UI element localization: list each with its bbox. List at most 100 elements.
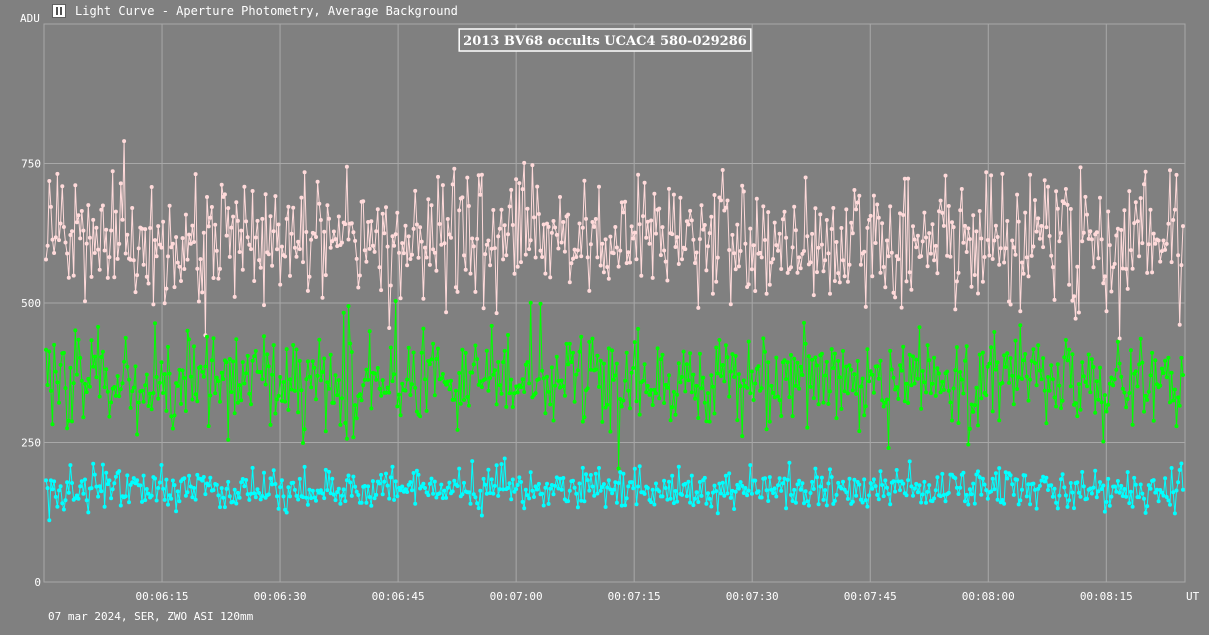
data-point — [935, 366, 940, 371]
data-point — [893, 489, 898, 494]
data-point — [632, 230, 637, 235]
data-point — [96, 494, 101, 499]
data-point — [1028, 377, 1033, 382]
data-point — [815, 270, 819, 275]
data-point — [1041, 474, 1046, 479]
data-point — [772, 220, 777, 225]
data-point — [247, 242, 252, 247]
data-point — [514, 177, 519, 182]
data-point — [896, 479, 901, 484]
data-point — [696, 416, 701, 420]
data-point — [819, 475, 824, 480]
data-point — [1137, 495, 1142, 500]
data-point — [980, 476, 985, 481]
data-point — [1020, 260, 1024, 265]
data-point — [57, 400, 61, 405]
data-point — [48, 388, 53, 393]
light-curve-app-icon[interactable] — [52, 4, 66, 18]
data-point — [761, 204, 766, 209]
data-point — [745, 385, 750, 390]
data-point — [1016, 375, 1021, 380]
data-point — [749, 267, 754, 272]
data-point — [857, 482, 862, 487]
data-point — [844, 364, 849, 369]
data-point — [291, 480, 296, 485]
series-1 — [44, 139, 1185, 341]
data-point — [346, 473, 351, 478]
data-point — [44, 257, 48, 262]
data-point — [831, 366, 836, 371]
data-point — [92, 354, 97, 359]
data-point — [562, 249, 567, 254]
data-point — [1067, 347, 1072, 352]
data-point — [1010, 482, 1015, 487]
data-point — [912, 237, 917, 242]
data-point — [460, 492, 465, 497]
data-point — [167, 203, 172, 208]
data-point — [680, 374, 684, 379]
data-point — [333, 237, 338, 242]
data-point — [1031, 347, 1036, 352]
data-point — [1114, 233, 1119, 238]
data-point — [135, 273, 140, 278]
data-point — [984, 170, 989, 175]
data-point — [549, 365, 554, 370]
data-point — [1063, 338, 1068, 342]
data-point — [1026, 482, 1031, 487]
data-point — [520, 187, 525, 192]
data-point — [898, 211, 902, 216]
data-point — [47, 349, 52, 354]
data-point — [566, 499, 571, 504]
data-point — [933, 243, 938, 248]
data-point — [972, 501, 977, 506]
data-point — [1130, 422, 1135, 427]
data-point — [250, 358, 255, 363]
data-point — [854, 391, 859, 396]
data-point — [63, 498, 68, 503]
data-point — [1151, 231, 1156, 236]
data-point — [719, 491, 723, 496]
y-tick-label: 750 — [21, 158, 41, 171]
data-point — [689, 390, 694, 395]
data-point — [993, 471, 998, 476]
data-point — [571, 256, 575, 261]
data-point — [938, 198, 943, 203]
data-point — [915, 490, 920, 495]
data-point — [349, 350, 354, 354]
data-point — [296, 410, 301, 415]
data-point — [616, 481, 621, 485]
data-point — [427, 481, 432, 486]
data-point — [759, 255, 764, 260]
data-point — [209, 358, 214, 363]
data-point — [55, 504, 60, 509]
data-point — [359, 398, 364, 403]
data-point — [977, 352, 982, 357]
data-point — [736, 486, 741, 491]
data-point — [780, 481, 785, 486]
data-point — [777, 476, 782, 481]
data-point — [1020, 487, 1024, 492]
data-point — [1039, 377, 1044, 382]
data-point — [621, 398, 626, 403]
data-point — [894, 254, 899, 259]
data-point — [826, 251, 831, 256]
data-point — [292, 388, 297, 393]
data-point — [746, 488, 751, 493]
data-point — [419, 350, 424, 355]
data-point — [112, 385, 117, 389]
data-point — [984, 393, 989, 398]
data-point — [741, 189, 746, 194]
data-point — [188, 374, 193, 379]
data-point — [484, 242, 489, 247]
data-point — [122, 359, 127, 364]
data-point — [170, 426, 175, 431]
data-point — [928, 391, 933, 396]
data-point — [588, 473, 593, 477]
data-point — [367, 495, 372, 499]
data-point — [720, 168, 725, 172]
data-point — [1130, 266, 1135, 271]
data-point — [719, 198, 723, 203]
data-point — [779, 414, 784, 418]
data-point — [546, 224, 551, 229]
data-point — [1151, 478, 1156, 483]
